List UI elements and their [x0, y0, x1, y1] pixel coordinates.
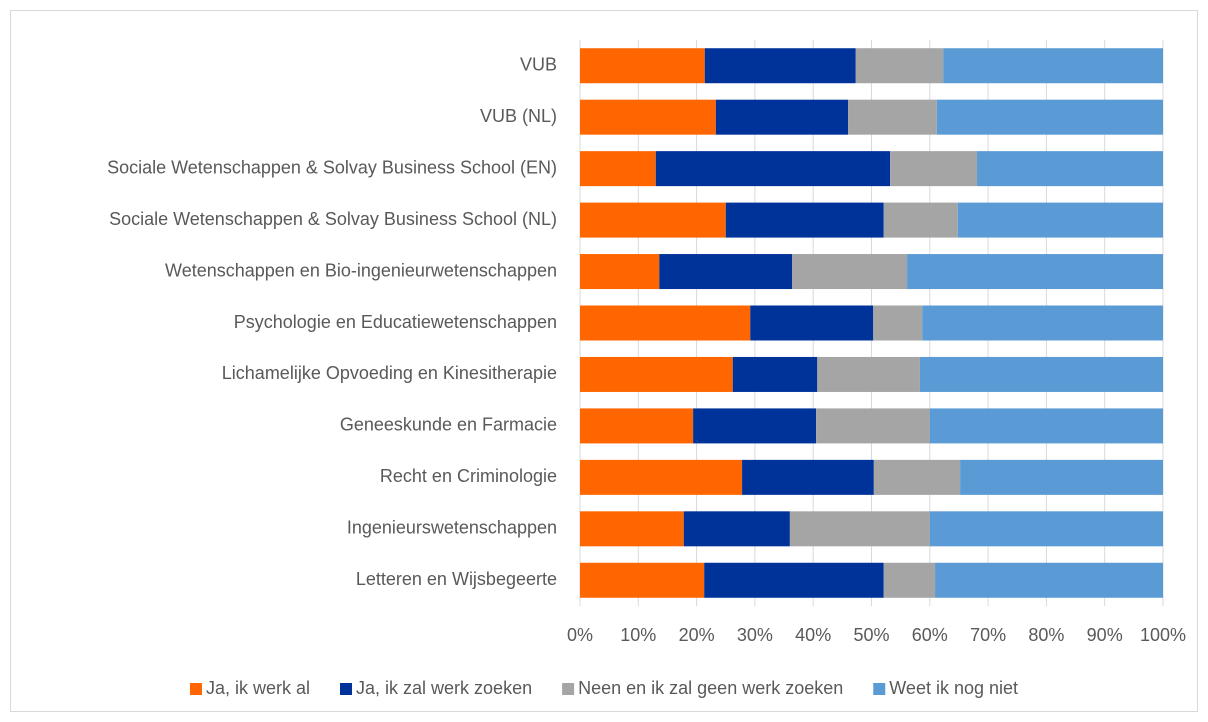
bar-segment: [580, 151, 656, 187]
bar-segment: [907, 254, 1163, 290]
bar-segment: [816, 408, 930, 444]
legend-label: Neen en ik zal geen werk zoeken: [578, 678, 843, 698]
bar-segment: [580, 562, 705, 598]
y-tick-label: VUB: [520, 54, 557, 74]
bar-segment: [580, 408, 694, 444]
x-tick-label: 70%: [970, 625, 1006, 645]
bar-segment: [704, 562, 884, 598]
bar-segment: [935, 562, 1163, 598]
y-tick-label: Geneeskunde en Farmacie: [340, 415, 557, 435]
x-tick-label: 100%: [1140, 625, 1186, 645]
bar-segment: [704, 48, 856, 84]
bar-segment: [977, 151, 1163, 187]
bar-segment: [943, 48, 1163, 84]
y-tick-label: Sociale Wetenschappen & Solvay Business …: [107, 157, 557, 177]
x-tick-label: 60%: [912, 625, 948, 645]
x-tick-label: 40%: [795, 625, 831, 645]
x-tick-label: 50%: [853, 625, 889, 645]
x-tick-label: 30%: [737, 625, 773, 645]
bar-segment: [580, 99, 716, 135]
y-tick-label: Lichamelijke Opvoeding en Kinesitherapie: [222, 363, 557, 383]
legend-label: Ja, ik werk al: [206, 678, 310, 698]
bar-segment: [655, 151, 891, 187]
bar-segment: [922, 305, 1163, 341]
bar-segment: [929, 511, 1163, 547]
y-tick-label: Sociale Wetenschappen & Solvay Business …: [109, 209, 557, 229]
bar-segment: [855, 48, 944, 84]
y-tick-label: Psychologie en Educatiewetenschappen: [234, 312, 557, 332]
bar-segment: [957, 202, 1163, 238]
legend-marker: [189, 683, 202, 695]
x-tick-label: 0%: [567, 625, 593, 645]
bar-segment: [693, 408, 817, 444]
bar-segment: [732, 356, 818, 392]
x-tick-label: 80%: [1028, 625, 1064, 645]
y-tick-label: Wetenschappen en Bio-ingenieurwetenschap…: [165, 260, 557, 280]
y-tick-label: Letteren en Wijsbegeerte: [356, 569, 557, 589]
bar-segment: [883, 562, 936, 598]
bar-segment: [960, 459, 1163, 495]
bar-segment: [580, 305, 751, 341]
bar-segment: [683, 511, 790, 547]
bar-segment: [580, 202, 726, 238]
bar-segment: [750, 305, 874, 341]
bar-segment: [742, 459, 874, 495]
bar-segment: [580, 511, 684, 547]
bar-segment: [789, 511, 930, 547]
bar-segment: [792, 254, 908, 290]
bar-segment: [848, 99, 937, 135]
legend-marker: [340, 683, 353, 695]
y-tick-label: Recht en Criminologie: [380, 466, 557, 486]
bar-segment: [873, 459, 961, 495]
bar-segment: [873, 305, 923, 341]
legend-marker: [873, 683, 886, 695]
y-tick-label: Ingenieurswetenschappen: [347, 518, 557, 538]
bar-segment: [883, 202, 958, 238]
x-tick-label: 10%: [620, 625, 656, 645]
bar-segment: [580, 48, 705, 84]
bar-segment: [817, 356, 920, 392]
bar-segment: [580, 459, 743, 495]
bar-segment: [580, 356, 733, 392]
legend-marker: [562, 683, 575, 695]
bar-segment: [929, 408, 1163, 444]
legend-label: Ja, ik zal werk zoeken: [356, 678, 532, 698]
bar-segment: [890, 151, 978, 187]
legend-label: Weet ik nog niet: [889, 678, 1018, 698]
x-tick-label: 90%: [1087, 625, 1123, 645]
bar-segment: [715, 99, 849, 135]
y-tick-label: VUB (NL): [480, 106, 557, 126]
bar-segment: [580, 254, 660, 290]
bar-segment: [936, 99, 1163, 135]
bar-segment: [919, 356, 1163, 392]
bar-segment: [725, 202, 884, 238]
bar-segment: [659, 254, 793, 290]
x-tick-label: 20%: [679, 625, 715, 645]
